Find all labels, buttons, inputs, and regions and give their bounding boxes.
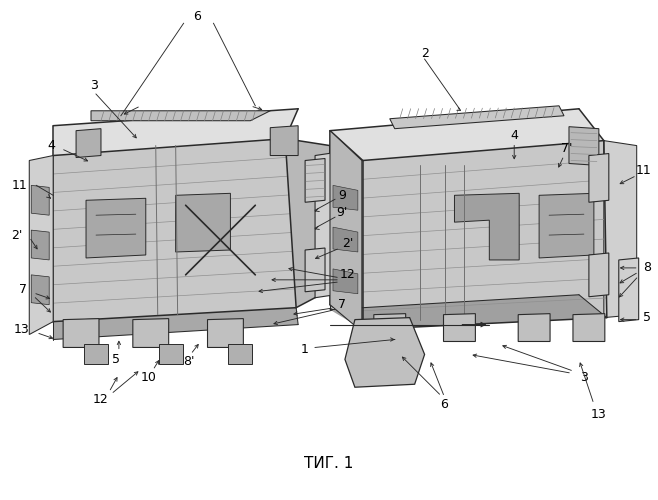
Polygon shape [53, 308, 298, 340]
Text: 10: 10 [141, 371, 157, 384]
Text: 7: 7 [19, 284, 27, 296]
Polygon shape [32, 230, 49, 260]
Polygon shape [330, 294, 607, 330]
Polygon shape [270, 126, 298, 156]
Polygon shape [176, 194, 230, 252]
Polygon shape [345, 318, 424, 387]
Polygon shape [305, 248, 325, 292]
Text: 9': 9' [336, 206, 347, 218]
Text: 5: 5 [112, 353, 120, 366]
Polygon shape [84, 344, 108, 364]
Polygon shape [207, 318, 243, 348]
Text: 6: 6 [441, 398, 449, 410]
Polygon shape [285, 138, 330, 308]
Polygon shape [604, 140, 637, 318]
Text: 13: 13 [591, 408, 607, 420]
Polygon shape [63, 318, 99, 348]
Text: 6: 6 [193, 10, 201, 23]
Text: 7': 7' [561, 142, 572, 155]
Polygon shape [32, 186, 49, 215]
Polygon shape [333, 227, 358, 252]
Polygon shape [330, 130, 362, 332]
Polygon shape [519, 314, 550, 342]
Text: 1: 1 [301, 343, 309, 356]
Polygon shape [374, 314, 406, 342]
Text: 4: 4 [510, 129, 518, 142]
Polygon shape [589, 253, 609, 296]
Text: 2': 2' [342, 236, 353, 250]
Text: 11: 11 [636, 164, 651, 177]
Text: 3: 3 [90, 80, 98, 92]
Text: 7: 7 [338, 298, 346, 311]
Polygon shape [91, 111, 270, 120]
Text: 12: 12 [93, 392, 109, 406]
Polygon shape [573, 314, 605, 342]
Text: 9: 9 [338, 189, 346, 202]
Polygon shape [315, 152, 335, 298]
Polygon shape [455, 194, 519, 260]
Polygon shape [363, 140, 607, 330]
Text: 3: 3 [580, 371, 588, 384]
Text: 8': 8' [183, 355, 194, 368]
Polygon shape [32, 275, 49, 304]
Text: 2': 2' [11, 228, 22, 241]
Polygon shape [619, 258, 639, 322]
Polygon shape [305, 158, 325, 202]
Polygon shape [589, 154, 609, 202]
Text: 11: 11 [11, 179, 27, 192]
Polygon shape [159, 344, 183, 364]
Polygon shape [333, 269, 358, 294]
Polygon shape [330, 130, 363, 330]
Polygon shape [333, 186, 358, 210]
Text: 5: 5 [643, 311, 651, 324]
Text: 4: 4 [47, 139, 55, 152]
Polygon shape [53, 138, 296, 322]
Text: ΤИГ. 1: ΤИГ. 1 [304, 456, 354, 471]
Polygon shape [569, 126, 599, 166]
Polygon shape [539, 194, 594, 258]
Text: 13: 13 [13, 323, 29, 336]
Polygon shape [330, 109, 604, 160]
Polygon shape [228, 344, 252, 364]
Polygon shape [29, 156, 53, 334]
Text: 2: 2 [420, 46, 428, 60]
Polygon shape [443, 314, 475, 342]
Text: 8: 8 [643, 262, 651, 274]
Polygon shape [53, 109, 298, 156]
Polygon shape [76, 128, 101, 158]
Text: 12: 12 [340, 268, 356, 281]
Polygon shape [86, 198, 146, 258]
Polygon shape [133, 318, 168, 348]
Polygon shape [390, 106, 564, 128]
